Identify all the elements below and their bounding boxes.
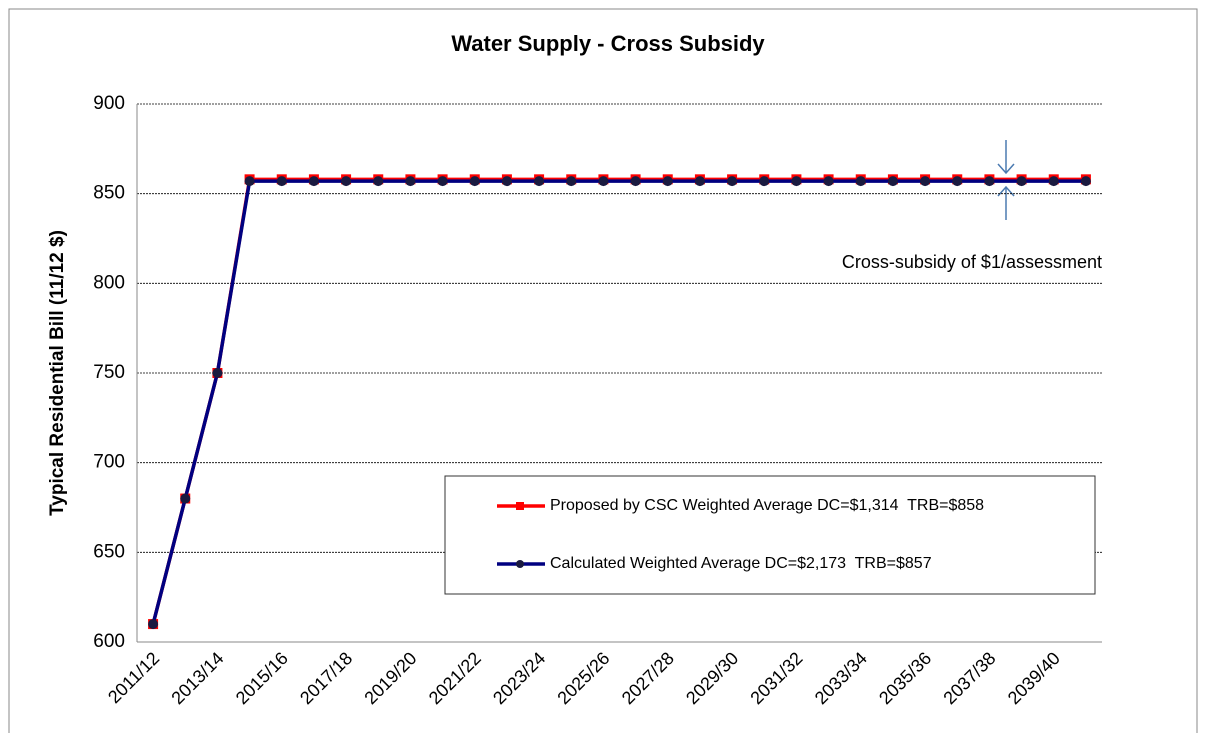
marker: [662, 176, 673, 187]
series-line: [151, 177, 1086, 625]
y-tick-label: 650: [93, 541, 125, 562]
marker: [823, 176, 834, 187]
marker: [984, 176, 995, 187]
marker: [598, 176, 609, 187]
chart-title: Water Supply - Cross Subsidy: [451, 31, 765, 56]
y-tick-label: 700: [93, 452, 125, 473]
marker: [855, 176, 866, 187]
marker: [534, 176, 545, 187]
marker: [791, 176, 802, 187]
marker: [276, 176, 287, 187]
marker: [952, 176, 963, 187]
series-line: [151, 179, 1086, 625]
marker: [1016, 176, 1027, 187]
y-tick-label: 900: [93, 93, 125, 114]
legend-box: [444, 475, 1096, 595]
marker: [212, 368, 223, 378]
marker: [759, 176, 770, 187]
marker: [244, 176, 255, 187]
y-axis-label: Typical Residential Bill (11/12 $): [47, 230, 68, 516]
y-tick-label: 600: [93, 631, 125, 652]
marker: [920, 176, 931, 187]
marker: [341, 176, 352, 187]
y-tick-label: 750: [93, 362, 125, 383]
legend-marker: [516, 560, 524, 568]
marker: [727, 176, 738, 187]
y-tick-label: 850: [93, 183, 125, 204]
legend-label: Proposed by CSC Weighted Average DC=$1,3…: [550, 497, 984, 514]
marker: [437, 176, 448, 187]
marker: [1080, 176, 1091, 187]
marker: [148, 619, 159, 630]
marker: [469, 176, 480, 187]
marker: [630, 176, 641, 187]
marker: [566, 176, 577, 187]
marker: [308, 176, 319, 187]
marker: [1048, 176, 1059, 187]
frame: [8, 8, 1198, 733]
legend-label: Calculated Weighted Average DC=$2,173 TR…: [550, 555, 932, 572]
marker: [373, 176, 384, 187]
marker: [405, 176, 416, 187]
marker: [501, 176, 512, 187]
marker: [180, 493, 191, 504]
marker: [887, 176, 898, 187]
legend-marker: [516, 502, 524, 510]
marker: [694, 176, 705, 187]
y-tick-label: 800: [93, 272, 125, 293]
annotation: Cross-subsidy of $1/assessment: [842, 252, 1102, 272]
